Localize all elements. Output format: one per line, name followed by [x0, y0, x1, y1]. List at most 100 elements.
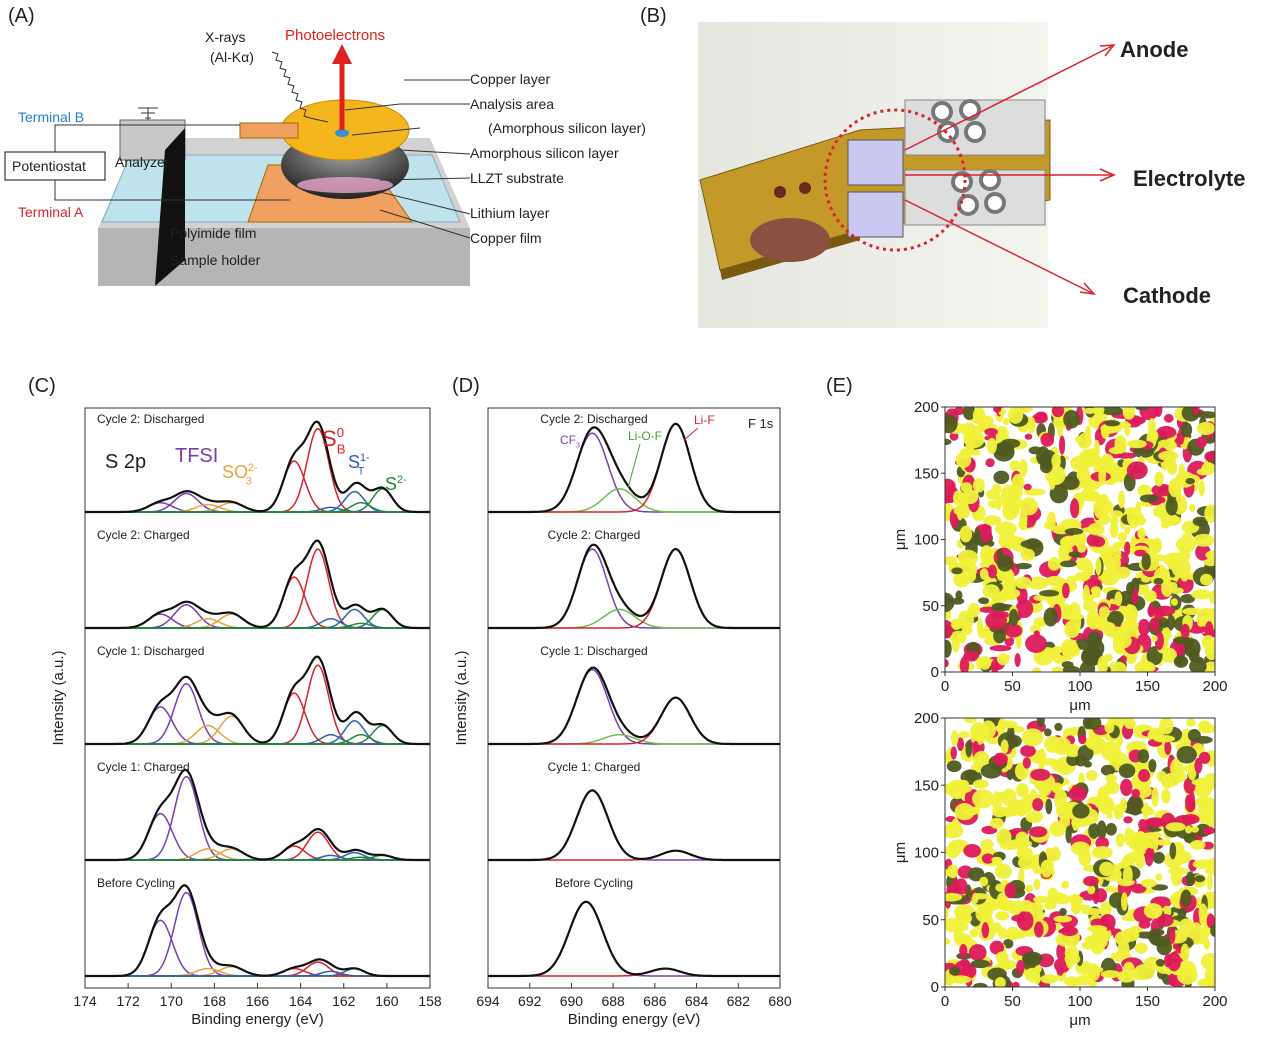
- map-blob: [945, 659, 949, 668]
- map-blob: [1008, 799, 1024, 815]
- map-blob: [1087, 885, 1096, 895]
- y-tick-label: 150: [914, 777, 939, 794]
- map-blob: [1132, 831, 1146, 844]
- y-tick-label: 150: [914, 465, 939, 482]
- map-blob: [1020, 840, 1033, 848]
- map-blob: [1131, 788, 1141, 799]
- map-blob: [1076, 465, 1091, 485]
- map-blob: [1176, 960, 1197, 977]
- map-blob: [1047, 511, 1056, 531]
- component-peak: [488, 789, 780, 861]
- map-blob: [1014, 653, 1021, 667]
- map-blob: [1182, 764, 1194, 773]
- component-peak: [85, 608, 430, 629]
- panel-b: (B) Anode Electrolyte Cathode: [640, 5, 1246, 328]
- annotation-leader: [683, 427, 699, 441]
- map-blob: [1121, 619, 1139, 631]
- annotation-sup: 2-: [248, 462, 258, 474]
- map-blob: [950, 746, 957, 760]
- map-blob: [1204, 451, 1215, 462]
- pin: [799, 182, 811, 194]
- map-blob: [1169, 842, 1177, 860]
- label: Lithium layer: [470, 205, 550, 221]
- map-blob: [1083, 966, 1104, 973]
- map-blob: [1014, 576, 1032, 589]
- map-blob: [1204, 504, 1215, 523]
- map-blob: [1049, 846, 1061, 862]
- map-blob: [1107, 557, 1116, 574]
- map-blob: [1141, 878, 1157, 888]
- map-blob: [1107, 661, 1127, 672]
- label: Analysis area: [470, 96, 554, 112]
- map-blob: [1192, 922, 1201, 931]
- y-tick-label: 50: [922, 598, 939, 615]
- map-blob: [1031, 667, 1042, 672]
- annotation-sup: 1-: [360, 452, 370, 464]
- map-blob: [1034, 965, 1042, 973]
- map-blob: [991, 856, 1003, 863]
- map-blob: [945, 893, 963, 902]
- component-peak: [85, 490, 430, 513]
- map-blob: [1119, 798, 1128, 813]
- map-blob: [1034, 921, 1044, 938]
- x-tick-label: 150: [1135, 993, 1160, 1010]
- x-tick-label: 686: [643, 993, 667, 1009]
- map-blob: [954, 878, 968, 895]
- x-tick-label: 684: [685, 993, 709, 1009]
- map-blob: [1198, 480, 1206, 497]
- plot-frame: [84, 407, 431, 989]
- map-blob: [977, 424, 986, 432]
- map-blob: [997, 927, 1008, 940]
- map-blob: [1061, 661, 1074, 669]
- map-blob: [1051, 453, 1061, 469]
- annotation-sub: B: [337, 442, 346, 457]
- map-blob: [1109, 510, 1123, 518]
- map-blob: [1050, 892, 1066, 901]
- x-tick-label: 158: [418, 993, 442, 1009]
- map-blob: [1126, 851, 1143, 863]
- label: Photoelectrons: [285, 27, 385, 44]
- map-blob: [1180, 422, 1193, 438]
- map-blob: [989, 645, 1012, 652]
- map-blob: [952, 490, 962, 505]
- x-tick-label: 0: [941, 993, 949, 1010]
- label: Anode: [1120, 37, 1188, 62]
- analyzer-wall: [155, 128, 185, 286]
- map-blob: [972, 407, 986, 425]
- map-blob: [956, 933, 973, 947]
- map-blob: [982, 584, 1000, 599]
- map-blob: [1152, 831, 1159, 845]
- holder-front: [98, 228, 470, 286]
- spectrum-label: Cycle 1: Discharged: [540, 644, 647, 658]
- map-blob: [1021, 728, 1044, 747]
- y-axis-label: μm: [892, 842, 909, 863]
- map-blob: [1180, 943, 1190, 962]
- map-blob: [1192, 859, 1215, 870]
- map-blob: [980, 545, 993, 565]
- map-blob: [1152, 537, 1162, 553]
- label: Terminal A: [18, 204, 84, 220]
- annotation-leader: [627, 443, 641, 489]
- map-blob: [1192, 407, 1200, 416]
- map-blob: [1040, 432, 1055, 447]
- map-blob: [992, 806, 1008, 818]
- map-blob: [994, 863, 1012, 879]
- component-peak: [488, 432, 780, 513]
- map-blob: [997, 549, 1004, 563]
- map-blob: [1124, 718, 1136, 730]
- map-blob: [1154, 605, 1176, 617]
- map-blob: [1198, 751, 1211, 764]
- map-blob: [1085, 448, 1098, 459]
- y-axis-label: Intensity (a.u.): [50, 650, 67, 745]
- map-blob: [1015, 562, 1032, 570]
- map-blob: [951, 567, 963, 575]
- y-tick-label: 0: [931, 979, 939, 996]
- map-blob: [972, 478, 985, 493]
- envelope: [85, 655, 430, 746]
- map-blob: [1187, 925, 1209, 945]
- map-blob: [1108, 743, 1116, 752]
- x-tick-label: 690: [560, 993, 584, 1009]
- component-peak: [85, 891, 430, 977]
- pin: [774, 186, 786, 198]
- map-blob: [1154, 407, 1163, 417]
